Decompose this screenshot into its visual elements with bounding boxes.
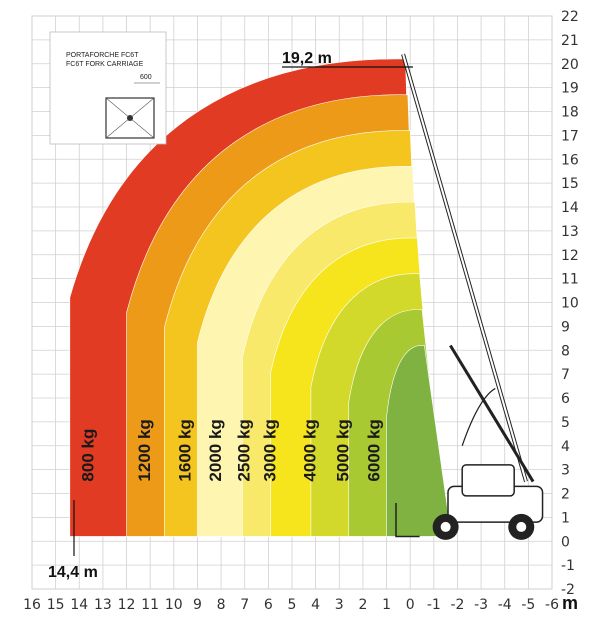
max-reach-label: 14,4 m: [48, 564, 98, 581]
y-tick-label: 20: [561, 57, 579, 73]
x-tick-label: -2: [450, 597, 464, 613]
x-tick-label: 9: [193, 597, 202, 613]
zone-label: 6000 kg: [364, 419, 383, 481]
machine-cab: [461, 464, 515, 497]
y-tick-label: 11: [561, 272, 579, 288]
fork-carriage-inset: PORTAFORCHE FC6T FC6T FORK CARRIAGE 600: [49, 31, 167, 145]
x-tick-label: 12: [118, 597, 136, 613]
x-tick-label: 4: [311, 597, 320, 613]
inset-title-1: PORTAFORCHE FC6T: [66, 52, 139, 59]
x-tick-label: -5: [521, 597, 535, 613]
zone-label: 5000 kg: [334, 419, 353, 481]
x-tick-label: 7: [240, 597, 249, 613]
y-tick-label: 3: [561, 463, 570, 479]
y-tick-label: 5: [561, 415, 570, 431]
load-zones: [69, 58, 449, 537]
boom-inner: [402, 53, 527, 482]
fork-carriage-icon: [105, 97, 155, 139]
y-tick-label: 17: [561, 128, 579, 144]
y-tick-label: 8: [561, 343, 570, 359]
y-tick-label: 19: [561, 81, 579, 97]
rotation-arrow: [461, 387, 496, 446]
zone-label: 1600 kg: [175, 419, 194, 481]
y-tick-label: 1: [561, 510, 570, 526]
x-tick-label: 13: [94, 597, 112, 613]
y-tick-label: 22: [561, 9, 579, 25]
y-tick-label: 9: [561, 319, 570, 335]
x-tick-label: 6: [264, 597, 273, 613]
x-tick-label: -3: [474, 597, 488, 613]
y-tick-label: 4: [561, 439, 570, 455]
zone-label: 2000 kg: [206, 419, 225, 481]
telehandler-machine: [395, 53, 544, 540]
zone-label: 4000 kg: [301, 419, 320, 481]
x-tick-label: -6: [545, 597, 559, 613]
inset-title-2: FC6T FORK CARRIAGE: [66, 61, 144, 68]
x-tick-label: 5: [288, 597, 297, 613]
x-tick-label: 11: [141, 597, 159, 613]
zone-label: 1200 kg: [135, 419, 154, 481]
axis-ticks: 16 15 14 13 12 11 10 9 8 7 6 5 4 3 2 1 0 -1 -2 -3 -4 -5 -6-2-1…: [23, 9, 579, 613]
max-height-label: 19,2 m: [282, 50, 332, 67]
zone-labels: 800 kg 1200 kg 1600 kg 2000 kg 2500 kg 3000 k…: [78, 419, 383, 481]
y-tick-label: 14: [561, 200, 579, 216]
x-tick-label: 10: [165, 597, 183, 613]
x-tick-label: 3: [335, 597, 344, 613]
x-tick-label: 0: [406, 597, 415, 613]
x-tick-label: -4: [498, 597, 512, 613]
load-zone-6000-kg: [386, 345, 449, 537]
y-tick-label: 18: [561, 105, 579, 121]
y-tick-label: 7: [561, 367, 570, 383]
x-tick-label: 14: [70, 597, 88, 613]
x-tick-label: 15: [47, 597, 65, 613]
x-tick-label: 8: [217, 597, 226, 613]
y-tick-label: -2: [561, 582, 575, 598]
y-tick-label: 12: [561, 248, 579, 264]
y-tick-label: 10: [561, 296, 579, 312]
x-tick-label: 16: [23, 597, 41, 613]
y-tick-label: 0: [561, 534, 570, 550]
y-tick-label: 13: [561, 224, 579, 240]
y-tick-label: 15: [561, 176, 579, 192]
rear-wheel-hub: [516, 521, 527, 532]
x-tick-label: -1: [427, 597, 441, 613]
y-tick-label: 2: [561, 487, 570, 503]
zone-label: 800 kg: [78, 429, 97, 482]
front-wheel-hub: [440, 521, 451, 532]
y-tick-label: 21: [561, 33, 579, 49]
y-tick-label: 16: [561, 152, 579, 168]
zone-label: 2500 kg: [234, 419, 253, 481]
fork: [395, 503, 420, 538]
y-tick-label: 6: [561, 391, 570, 407]
x-tick-label: 1: [382, 597, 391, 613]
zone-label: 3000 kg: [260, 419, 279, 481]
y-tick-label: -1: [561, 558, 575, 574]
max-height-annotation: 19,2 m: [282, 50, 413, 68]
x-tick-label: 2: [358, 597, 367, 613]
x-axis-unit: m: [562, 593, 578, 613]
inset-dimension: 600: [140, 74, 152, 81]
boom-lower-line: [449, 344, 535, 483]
max-reach-annotation: 14,4 m: [48, 500, 98, 581]
